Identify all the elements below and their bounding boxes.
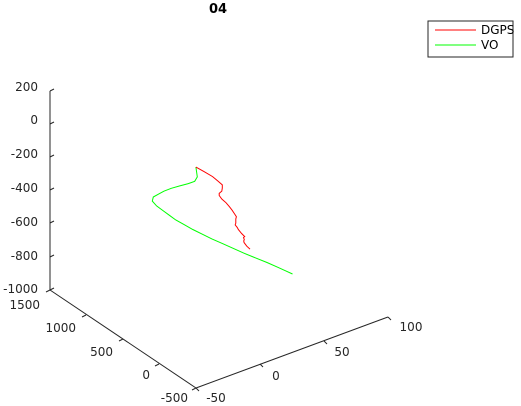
x-tick-label: 0 — [142, 368, 150, 382]
x-tick-label: -500 — [161, 391, 188, 405]
legend-label-dgps: DGPS — [481, 23, 514, 37]
z-tick-label: -200 — [11, 147, 38, 161]
z-ticks: 200 0 -200 -400 -600 -800 -1000 — [3, 80, 55, 296]
y-tick-label: -50 — [206, 391, 226, 405]
legend-box — [427, 20, 514, 58]
y-tick-label: 100 — [400, 320, 423, 334]
z-tick-label: 200 — [15, 80, 38, 94]
y-axis-line — [195, 316, 389, 389]
z-tick-label: -600 — [11, 215, 38, 229]
series-line-vo — [151, 167, 293, 275]
z-tick-label: -800 — [11, 249, 38, 263]
y-ticks: -50 0 50 100 — [195, 316, 423, 405]
series-line-dgps — [195, 166, 251, 250]
y-tick-label: 0 — [272, 369, 280, 383]
z-tick-label: -400 — [11, 181, 38, 195]
legend-label-vo: VO — [481, 38, 498, 52]
axes-box — [49, 19, 389, 389]
x-ticks: 1500 1000 500 0 -500 — [9, 289, 197, 405]
chart-title: 04 — [209, 2, 227, 17]
y-tick-label: 50 — [334, 345, 349, 359]
legend: DGPS VO — [427, 20, 514, 58]
x-tick-label: 500 — [90, 345, 113, 359]
z-tick-label: -1000 — [3, 282, 38, 296]
z-tick-label: 0 — [30, 113, 38, 127]
x-tick-label: 1000 — [45, 321, 76, 335]
x-tick-label: 1500 — [9, 298, 40, 312]
